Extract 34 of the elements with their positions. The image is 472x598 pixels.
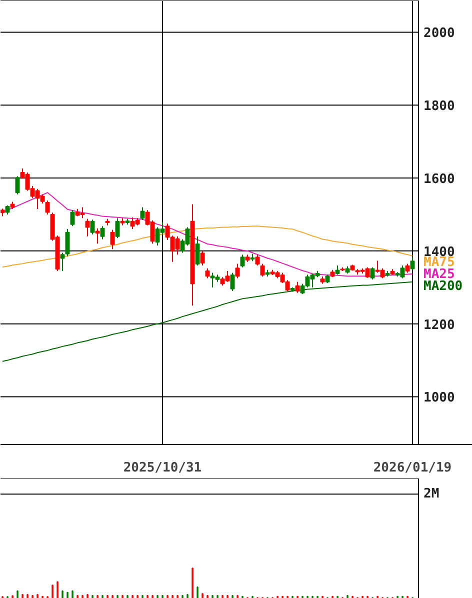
series-label: MA200 [424,279,463,294]
candlestick [405,263,410,274]
candlestick [255,254,260,266]
candlestick [70,210,75,227]
x-tick-label: 2026/01/19 [373,460,452,476]
y-tick-label: 1600 [424,172,455,188]
line-series [2,281,413,362]
candlestick [200,250,205,266]
ref-line-label: 2M [424,486,440,502]
candlestick [15,176,20,195]
y-tick-label: 1800 [424,99,455,114]
candlestick [335,265,340,276]
candlestick [260,263,265,277]
candlestick [90,219,95,236]
candlestick [205,268,210,279]
candlestick [370,266,375,280]
y-tick-label: 1000 [424,390,455,406]
candlestick [115,218,120,239]
candlestick [110,229,115,250]
candlestick [45,200,50,215]
candlestick [195,236,200,266]
candlestick [85,218,90,237]
y-tick-label: 2000 [424,26,455,42]
candlestick [240,254,245,268]
y-tick-label: 1200 [424,318,455,333]
candlestick [5,204,10,215]
candlestick [140,206,145,220]
candlestick [100,226,105,240]
candlestick [230,272,235,292]
candlestick [295,281,300,294]
candlestick [410,256,415,270]
x-tick-label: 2025/10/31 [123,460,202,476]
candlestick [95,228,100,244]
candlestick [235,263,240,279]
